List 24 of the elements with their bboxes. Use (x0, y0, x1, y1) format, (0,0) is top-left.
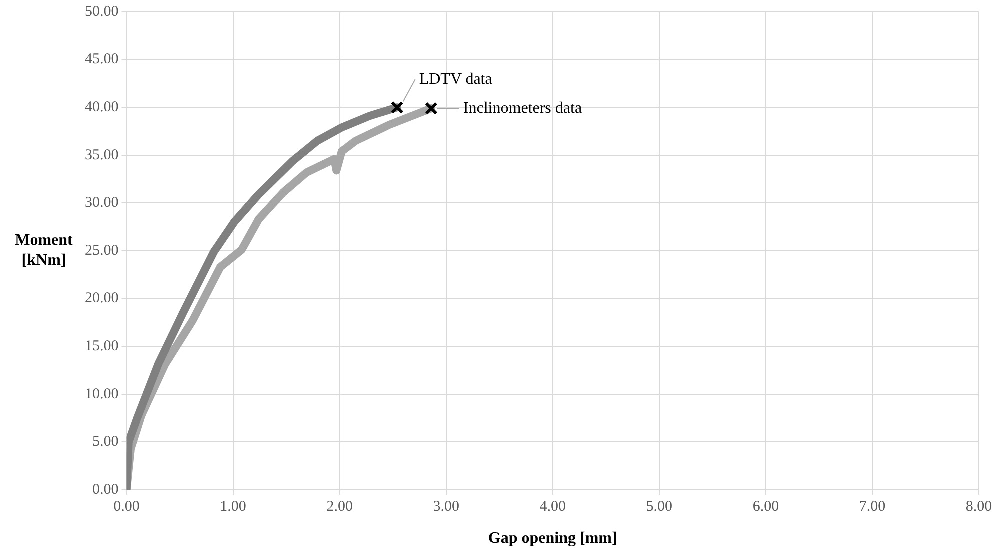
x-tick-label: 3.00 (433, 498, 460, 515)
y-tick-label: 25.00 (85, 242, 119, 259)
y-tick-label: 20.00 (85, 290, 119, 307)
y-tick-label: 45.00 (85, 52, 119, 68)
y-tick-label: 40.00 (85, 100, 119, 116)
legend-label: Inclinometers data (463, 100, 582, 117)
x-tick-label: 2.00 (326, 498, 353, 515)
x-tick-label: 0.00 (114, 498, 140, 515)
x-tick-label: 5.00 (646, 498, 673, 515)
x-tick-label: 1.00 (220, 498, 246, 515)
y-tick-label: 10.00 (85, 386, 119, 402)
x-tick-label: 8.00 (966, 498, 992, 515)
y-axis-title: Moment [kNm] (15, 232, 74, 270)
y-tick-label: 5.00 (92, 434, 119, 450)
y-tick-label: 30.00 (85, 195, 119, 212)
x-tick-label: 4.00 (540, 498, 566, 515)
y-tick-label: 15.00 (85, 338, 119, 355)
x-tick-label: 7.00 (859, 498, 886, 515)
y-tick-label: 0.00 (92, 482, 119, 498)
x-tick-label: 6.00 (752, 498, 780, 515)
y-tick-label: 50.00 (85, 4, 119, 20)
series-label: LDTV data (419, 70, 492, 88)
x-axis-title: Gap opening [mm] (488, 530, 618, 547)
y-tick-label: 35.00 (85, 147, 119, 164)
